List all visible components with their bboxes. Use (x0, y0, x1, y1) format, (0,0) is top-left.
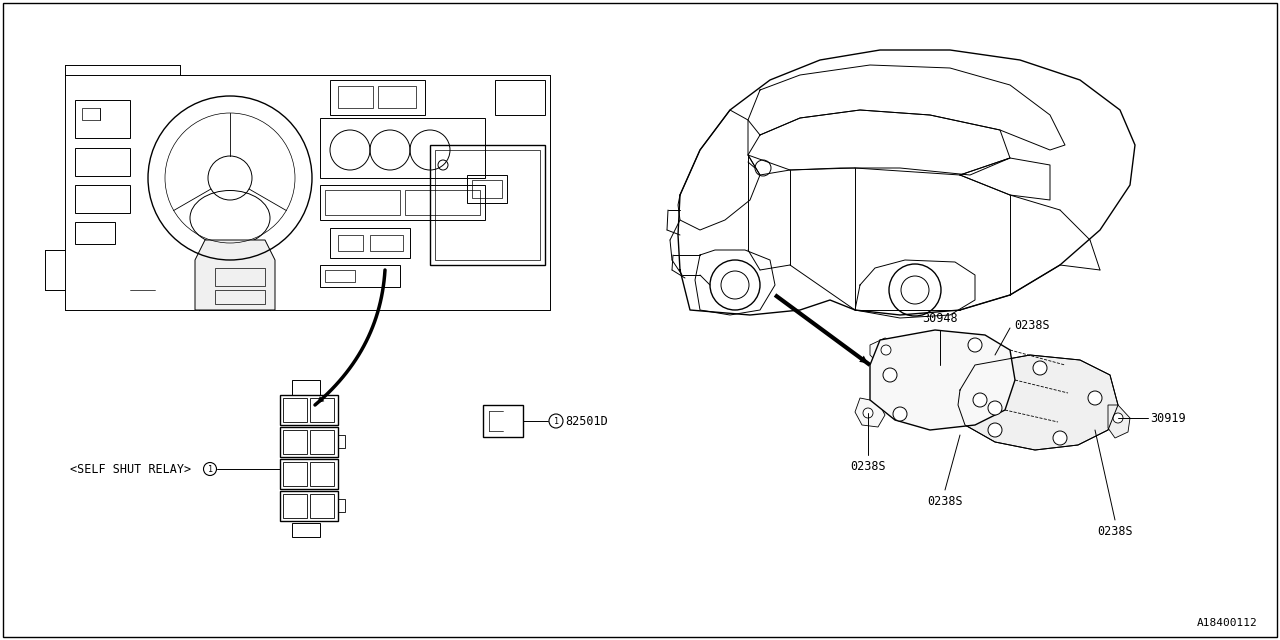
Text: 0238S: 0238S (1097, 525, 1133, 538)
Bar (215, 290, 265, 304)
Bar (280, 395, 338, 425)
Bar (310, 462, 334, 486)
Text: 0238S: 0238S (850, 460, 886, 473)
Bar (370, 235, 403, 251)
Bar (280, 491, 338, 521)
Text: 82501D: 82501D (564, 415, 608, 428)
Circle shape (1033, 361, 1047, 375)
Bar (76, 100, 131, 138)
Bar (310, 494, 334, 518)
Bar (215, 268, 265, 286)
Bar (320, 265, 401, 287)
Bar (472, 180, 502, 198)
Text: 30948: 30948 (922, 312, 957, 325)
Bar (467, 175, 507, 203)
Polygon shape (1108, 405, 1130, 438)
Bar (310, 398, 334, 422)
Circle shape (1088, 391, 1102, 405)
Circle shape (204, 463, 216, 476)
Polygon shape (855, 398, 884, 427)
Bar (76, 185, 131, 213)
Bar (283, 430, 307, 454)
Bar (330, 228, 410, 258)
Circle shape (893, 407, 908, 421)
Bar (325, 270, 355, 282)
Bar (76, 222, 115, 244)
Bar (338, 86, 372, 108)
Text: 30919: 30919 (1149, 412, 1185, 424)
Bar (280, 427, 338, 457)
Bar (82, 108, 100, 120)
Circle shape (968, 338, 982, 352)
Circle shape (863, 408, 873, 418)
Circle shape (988, 401, 1002, 415)
Text: <SELF SHUT RELAY>: <SELF SHUT RELAY> (70, 463, 191, 476)
Bar (280, 459, 338, 489)
Bar (330, 80, 425, 115)
Bar (310, 430, 334, 454)
Text: 1: 1 (553, 417, 558, 426)
Text: 0238S: 0238S (1014, 319, 1050, 332)
Bar (338, 499, 346, 512)
Bar (435, 150, 540, 260)
Circle shape (883, 368, 897, 382)
Bar (292, 380, 320, 395)
Circle shape (988, 423, 1002, 437)
Bar (320, 185, 485, 220)
Polygon shape (195, 240, 275, 310)
Polygon shape (870, 330, 1015, 430)
Bar (338, 435, 346, 448)
Bar (430, 145, 545, 265)
Bar (320, 118, 485, 178)
Bar (404, 190, 480, 215)
Circle shape (549, 414, 563, 428)
Text: 0238S: 0238S (927, 495, 963, 508)
Bar (292, 523, 320, 537)
Polygon shape (957, 355, 1117, 450)
Bar (483, 405, 524, 437)
Bar (338, 235, 364, 251)
Bar (283, 494, 307, 518)
Bar (495, 80, 545, 115)
Bar (76, 148, 131, 176)
Circle shape (1053, 431, 1068, 445)
Circle shape (1114, 413, 1123, 423)
Bar (283, 462, 307, 486)
Circle shape (973, 393, 987, 407)
Circle shape (881, 345, 891, 355)
Bar (378, 86, 416, 108)
Text: A18400112: A18400112 (1197, 618, 1258, 628)
Polygon shape (870, 338, 900, 362)
Bar (325, 190, 401, 215)
Text: 1: 1 (207, 465, 212, 474)
Bar (283, 398, 307, 422)
